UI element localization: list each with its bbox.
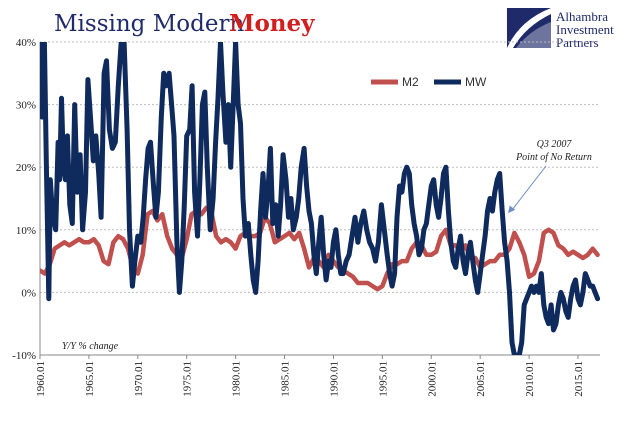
x-tick-label: 1965.01 <box>84 361 96 397</box>
y-tick-label: 10% <box>16 225 36 237</box>
y-tick-label: 40% <box>16 37 36 49</box>
x-tick-label: 1970.01 <box>133 361 145 397</box>
x-tick-label: 1975.01 <box>182 361 194 397</box>
x-tick-label: 1985.01 <box>280 361 292 397</box>
x-tick-label: 1990.01 <box>328 361 340 397</box>
x-tick-label: 2010.01 <box>524 361 536 397</box>
logo-line1: Alhambra <box>556 9 608 24</box>
annotation-arrowhead <box>508 205 516 214</box>
x-tick-label: 1980.01 <box>231 361 243 397</box>
logo: Alhambra Investment Partners <box>507 8 614 50</box>
logo-line2: Investment <box>556 22 614 37</box>
x-tick-label: 1960.01 <box>35 361 47 397</box>
x-axis: 1960.01 1965.01 1970.01 1975.01 1980.01 1985.… <box>35 355 585 397</box>
title-accent-text: Money <box>229 10 315 37</box>
y-tick-label: 20% <box>16 162 36 174</box>
chart-title: Missing Modern Money <box>54 10 315 37</box>
series-layer <box>40 42 600 355</box>
legend: M2 MW <box>371 75 487 89</box>
x-tick-label: 2000.01 <box>426 361 438 397</box>
title-text: Missing Modern <box>54 11 244 37</box>
legend-label-mw: MW <box>465 75 487 89</box>
plot-area <box>40 42 600 355</box>
legend-label-m2: M2 <box>402 75 419 89</box>
x-tick-label: 2015.01 <box>573 361 585 397</box>
y-tick-label: -10% <box>12 350 36 362</box>
y-label-note: Y/Y % change <box>62 341 119 352</box>
annotation-line2: Point of No Return <box>515 152 592 163</box>
annotation-line1: Q3 2007 <box>537 139 573 150</box>
annotation: Q3 2007 Point of No Return <box>508 139 592 214</box>
series-line-mw <box>40 42 600 355</box>
x-tick-label: 1995.01 <box>377 361 389 397</box>
logo-mark-icon <box>507 8 551 48</box>
annotation-arrow <box>510 165 547 212</box>
y-tick-label: 0% <box>21 287 36 299</box>
y-axis: -10% 0% 10% 20% 30% 40% <box>12 37 36 362</box>
y-tick-label: 30% <box>16 100 36 112</box>
x-tick-label: 2005.01 <box>475 361 487 397</box>
